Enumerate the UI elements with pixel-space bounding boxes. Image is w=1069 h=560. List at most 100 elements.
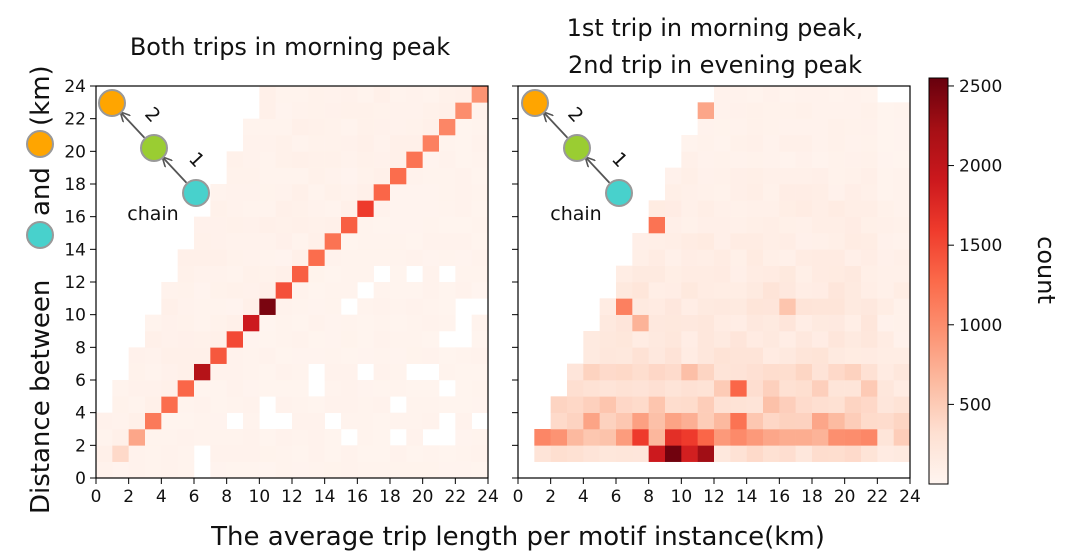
colorbar-tick-label: 1500	[959, 236, 1002, 256]
heatmap-cell	[844, 298, 862, 315]
heatmap-cell	[779, 429, 796, 446]
heatmap-cell	[681, 216, 698, 234]
heatmap-cell	[259, 102, 276, 119]
heatmap-cell	[632, 380, 649, 397]
heatmap-cell	[390, 118, 407, 136]
heatmap-cell	[599, 347, 617, 364]
heatmap-cell	[226, 298, 244, 315]
heatmap-cell	[422, 298, 440, 315]
heatmap-cell	[844, 396, 862, 413]
heatmap-cell	[665, 445, 682, 462]
heatmap-cell	[177, 298, 195, 315]
heatmap-cell	[324, 216, 342, 234]
heatmap-cell	[406, 135, 423, 152]
heatmap-cell	[390, 86, 407, 103]
heatmap-cell	[763, 265, 780, 283]
heatmap-cell	[812, 200, 829, 217]
heatmap-cell	[697, 200, 715, 217]
heatmap-cell	[763, 249, 780, 266]
heatmap-cell	[599, 331, 617, 348]
heatmap-cell	[275, 135, 293, 152]
heatmap-cell	[779, 331, 796, 348]
heatmap-cell	[422, 347, 440, 364]
x-tick-label: 18	[801, 487, 823, 507]
heatmap-cell	[714, 347, 731, 364]
heatmap-cell	[324, 265, 342, 283]
colorbar-ticks: 500 1000 1500 2000 2500	[948, 77, 1002, 415]
colorbar-tick-label: 2000	[959, 157, 1002, 177]
heatmap-cell	[341, 265, 358, 283]
heatmap-cell	[567, 429, 584, 446]
heatmap-cell	[292, 331, 309, 348]
heatmap-cell	[471, 135, 489, 152]
heatmap-cell	[422, 135, 440, 152]
heatmap-cell	[893, 249, 911, 266]
heatmap-cell	[373, 151, 391, 168]
heatmap-cell	[763, 363, 780, 381]
heatmap-cell	[861, 445, 878, 462]
heatmap-cell	[697, 429, 715, 446]
heatmap-cell	[632, 249, 649, 266]
heatmap-cell	[746, 298, 764, 315]
heatmap-cell	[746, 200, 764, 217]
heatmap-cell	[779, 445, 796, 462]
heatmap-cell	[828, 167, 845, 185]
heatmap-cell	[341, 347, 358, 364]
heatmap-cell	[390, 331, 407, 348]
heatmap-cell	[795, 347, 813, 364]
heatmap-cell	[714, 412, 731, 430]
heatmap-cell	[243, 461, 260, 479]
heatmap-cell	[390, 363, 407, 381]
heatmap-cell	[357, 412, 374, 430]
heatmap-cell	[292, 86, 309, 103]
heatmap-cell	[550, 445, 568, 462]
heatmap-cell	[893, 412, 911, 430]
heatmap-cell	[567, 396, 584, 413]
heatmap-cell	[259, 314, 276, 332]
heatmap-cell	[341, 151, 358, 168]
heatmap-cell	[861, 331, 878, 348]
heatmap-cell	[275, 396, 293, 413]
heatmap-cell	[308, 249, 325, 266]
heatmap-cell	[616, 429, 633, 446]
heatmap-cell	[373, 429, 391, 446]
heatmap-cell	[128, 445, 146, 462]
heatmap-cell	[714, 118, 731, 136]
heatmap-cell	[226, 461, 244, 479]
heatmap-cell	[763, 86, 780, 103]
heatmap-cell	[341, 200, 358, 217]
heatmap-cell	[746, 396, 764, 413]
heatmap-cell	[210, 298, 227, 315]
heatmap-cell	[341, 249, 358, 266]
heatmap-cell	[128, 412, 146, 430]
heatmap-cell	[779, 347, 796, 364]
heatmap-cell	[243, 167, 260, 185]
heatmap-cell	[877, 184, 894, 201]
heatmap-cell	[828, 151, 845, 168]
heatmap-cell	[714, 151, 731, 168]
heatmap-cell	[795, 233, 813, 250]
y-axis-label-part3: (km)	[26, 65, 56, 126]
heatmap-cell	[730, 298, 747, 315]
heatmap-cell	[308, 216, 325, 234]
heatmap-cell	[861, 282, 878, 299]
heatmap-cell	[308, 396, 325, 413]
heatmap-cell	[259, 118, 276, 136]
heatmap-cell	[373, 412, 391, 430]
colorbar-tick-label: 2500	[959, 77, 1002, 97]
heatmap-cell	[795, 298, 813, 315]
heatmap-cell	[665, 167, 682, 185]
heatmap-cell	[681, 151, 698, 168]
heatmap-cell	[795, 412, 813, 430]
heatmap-cell	[292, 135, 309, 152]
heatmap-cell	[665, 249, 682, 266]
heatmap-cell	[275, 216, 293, 234]
heatmap-cell	[259, 151, 276, 168]
left-heatmap	[96, 86, 489, 479]
heatmap-cell	[779, 233, 796, 250]
heatmap-cell	[877, 216, 894, 234]
heatmap-cell	[844, 200, 862, 217]
heatmap-cell	[341, 167, 358, 185]
heatmap-cell	[877, 380, 894, 397]
heatmap-cell	[795, 102, 813, 119]
